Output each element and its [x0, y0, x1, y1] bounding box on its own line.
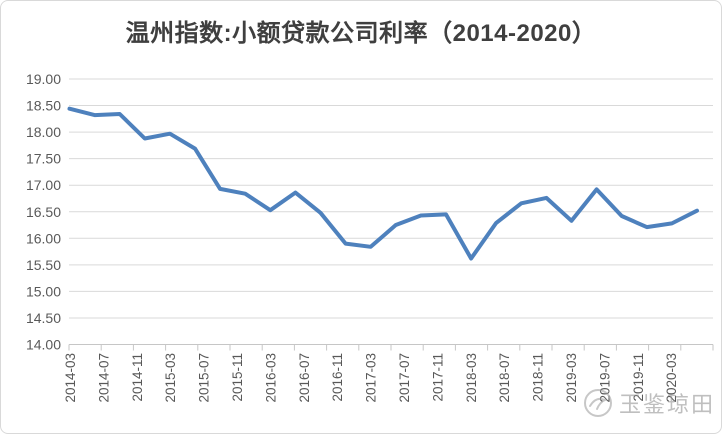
y-tick-label: 17.00 [26, 177, 61, 193]
x-tick-label: 2017-07 [397, 353, 412, 403]
x-tick-label: 2018-11 [531, 353, 546, 402]
x-tick-label: 2018-03 [464, 353, 479, 403]
x-tick-label: 2017-11 [430, 353, 445, 402]
x-tick-label: 2015-11 [230, 353, 245, 402]
y-tick-label: 16.00 [26, 230, 61, 246]
y-tick-label: 15.50 [26, 257, 61, 273]
y-tick-label: 18.00 [26, 124, 61, 140]
y-tick-label: 17.50 [26, 151, 61, 167]
data-series-line [67, 106, 699, 261]
x-tick-label: 2015-03 [163, 353, 178, 403]
x-tick-label: 2018-07 [497, 353, 512, 403]
y-tick-label: 16.50 [26, 204, 61, 220]
x-tick-label: 2016-11 [330, 353, 345, 402]
x-tick-label: 2014-11 [130, 353, 145, 402]
x-tick-label: 2014-03 [63, 353, 78, 403]
y-tick-label: 19.00 [26, 71, 61, 87]
x-tick-label: 2015-07 [197, 353, 212, 403]
y-tick-label: 15.00 [26, 283, 61, 299]
x-tick-label: 2019-07 [597, 353, 612, 403]
x-tick-label: 2019-11 [631, 353, 646, 402]
x-tick-label: 2016-07 [297, 353, 312, 403]
y-tick-label: 14.00 [26, 337, 61, 353]
chart-title: 温州指数:小额贷款公司利率（2014-2020） [125, 20, 597, 47]
y-tick-label: 14.50 [26, 310, 61, 326]
x-tick-label: 2020-03 [664, 353, 679, 403]
x-tick-label: 2014-07 [96, 353, 111, 403]
x-tick-label: 2019-03 [564, 353, 579, 403]
x-tick-label: 2016-03 [263, 353, 278, 403]
y-tick-label: 18.50 [26, 98, 61, 114]
x-tick-label: 2017-03 [364, 353, 379, 403]
